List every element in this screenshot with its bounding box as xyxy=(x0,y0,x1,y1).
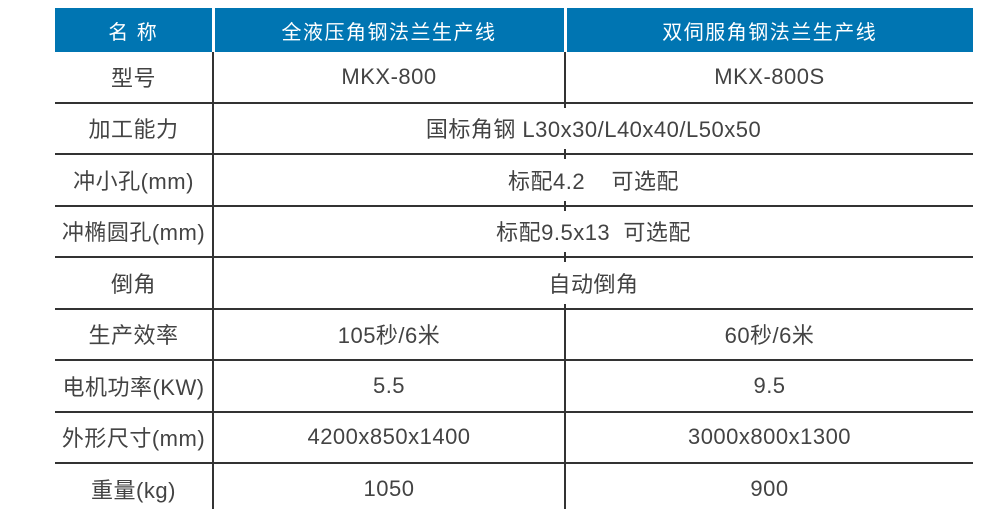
spec-row-label: 加工能力 xyxy=(55,102,213,155)
spec-row-label: 生产效率 xyxy=(55,308,213,361)
table-row-model: 型号 MKX-800 MKX-800S xyxy=(55,52,973,104)
table-row-weight: 重量(kg) 1050 900 xyxy=(55,463,973,509)
spec-value-right: 9.5 xyxy=(564,360,973,413)
table-row-oval-hole: 冲椭圆孔(mm) 标配9.5x13 可选配 xyxy=(55,205,973,258)
spec-row-label: 倒角 xyxy=(55,257,213,310)
table-header-row: 名 称 全液压角钢法兰生产线 双伺服角钢法兰生产线 xyxy=(55,8,973,52)
spec-value-right: MKX-800S xyxy=(564,52,973,104)
spec-row-label: 冲椭圆孔(mm) xyxy=(55,205,213,258)
header-product2-cell: 双伺服角钢法兰生产线 xyxy=(563,8,973,52)
spec-row-label: 冲小孔(mm) xyxy=(55,154,213,207)
spec-value-left: 105秒/6米 xyxy=(212,308,565,361)
table-row-capacity: 加工能力 国标角钢 L30x30/L40x40/L50x50 xyxy=(55,102,973,155)
header-name-cell: 名 称 xyxy=(55,8,213,52)
header-product1-cell: 全液压角钢法兰生产线 xyxy=(211,8,565,52)
spec-value-merged: 自动倒角 xyxy=(212,257,973,310)
spec-value-right: 3000x800x1300 xyxy=(564,411,973,464)
spec-value-left: 5.5 xyxy=(212,360,565,413)
product-spec-table: 名 称 全液压角钢法兰生产线 双伺服角钢法兰生产线 型号 MKX-800 MKX… xyxy=(55,8,973,509)
table-row-dimensions: 外形尺寸(mm) 4200x850x1400 3000x800x1300 xyxy=(55,411,973,464)
spec-row-label: 电机功率(KW) xyxy=(55,360,213,413)
spec-value-merged: 标配9.5x13 可选配 xyxy=(212,205,973,258)
table-row-efficiency: 生产效率 105秒/6米 60秒/6米 xyxy=(55,308,973,361)
spec-value-right: 60秒/6米 xyxy=(564,308,973,361)
spec-value-right: 900 xyxy=(564,463,973,509)
spec-value-left: MKX-800 xyxy=(212,52,565,104)
spec-value-left: 4200x850x1400 xyxy=(212,411,565,464)
spec-row-label: 重量(kg) xyxy=(55,463,213,509)
spec-value-merged: 标配4.2 可选配 xyxy=(212,154,973,207)
table-row-motor-power: 电机功率(KW) 5.5 9.5 xyxy=(55,360,973,413)
table-row-chamfer: 倒角 自动倒角 xyxy=(55,257,973,310)
spec-value-merged: 国标角钢 L30x30/L40x40/L50x50 xyxy=(212,102,973,155)
spec-row-label: 型号 xyxy=(55,52,213,104)
spec-row-label: 外形尺寸(mm) xyxy=(55,411,213,464)
spec-value-left: 1050 xyxy=(212,463,565,509)
table-row-small-hole: 冲小孔(mm) 标配4.2 可选配 xyxy=(55,154,973,207)
